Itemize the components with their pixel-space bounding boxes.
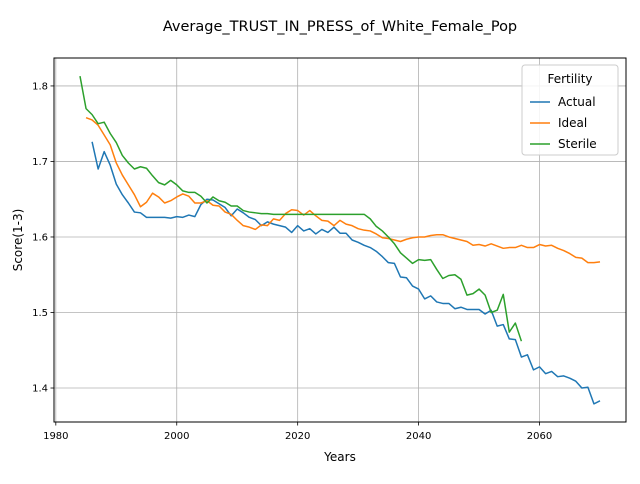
y-tick-label: 1.4 (32, 384, 48, 395)
series-line-actual (91, 141, 601, 405)
legend-box (521, 64, 619, 156)
series-line-sterile (79, 75, 523, 342)
x-tick-label: 2020 (285, 431, 310, 442)
x-tick-label: 1980 (43, 431, 68, 442)
plot-frame (53, 57, 627, 423)
axis-ticks: 1980 2000 2020 2040 2060 1.4 1.5 1.6 1.7 1.8 (32, 81, 552, 442)
legend: Fertility Actual Ideal Sterile (521, 64, 619, 156)
series-line-ideal (85, 116, 601, 264)
y-tick-label: 1.5 (32, 308, 48, 319)
x-tick-label: 2040 (406, 431, 431, 442)
y-tick-label: 1.6 (32, 232, 48, 243)
y-axis-label: Score(1-3) (11, 209, 25, 272)
x-axis-label: Years (323, 450, 356, 464)
y-tick-label: 1.7 (32, 157, 48, 168)
y-tick-label: 1.8 (32, 81, 48, 92)
x-tick-label: 2000 (164, 431, 189, 442)
chart-title: Average_TRUST_IN_PRESS_of_White_Female_P… (163, 19, 517, 35)
legend-items: Actual Ideal Sterile (530, 95, 597, 151)
x-tick-label: 2060 (527, 431, 552, 442)
legend-label-ideal: Ideal (558, 116, 587, 130)
legend-label-sterile: Sterile (558, 137, 597, 151)
legend-title: Fertility (547, 72, 592, 86)
legend-label-actual: Actual (558, 95, 596, 109)
series-lines (79, 75, 601, 405)
